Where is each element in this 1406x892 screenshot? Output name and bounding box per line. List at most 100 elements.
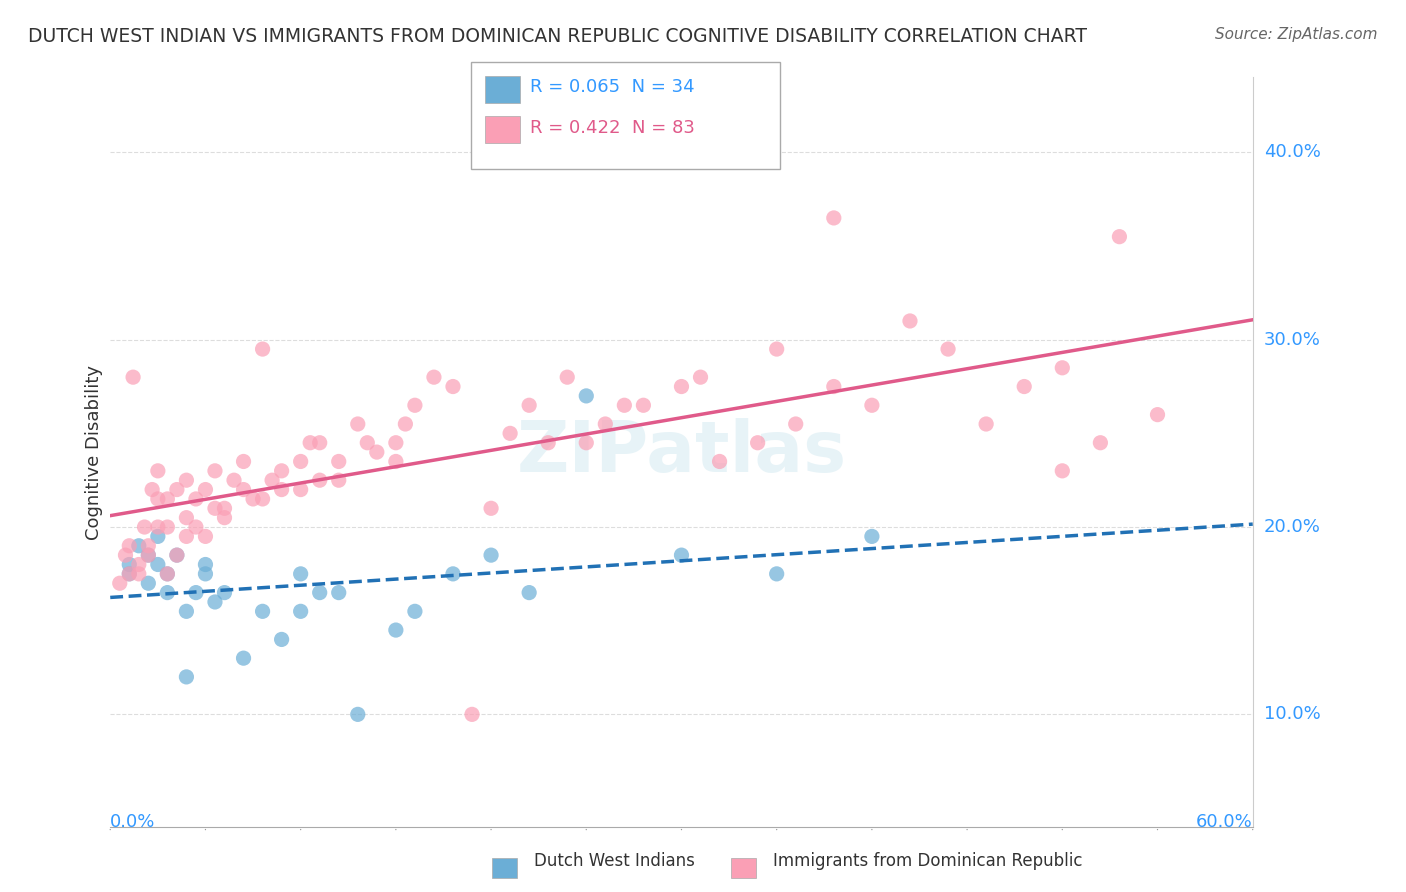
Point: [128, 558, 150, 572]
Point: [194, 529, 217, 543]
Point: [689, 370, 711, 384]
Point: [290, 566, 312, 581]
Point: [346, 707, 368, 722]
Point: [108, 576, 131, 591]
Point: [555, 370, 578, 384]
Point: [184, 520, 207, 534]
Point: [823, 211, 845, 225]
Point: [765, 342, 787, 356]
Point: [517, 398, 540, 412]
Point: [146, 491, 169, 506]
Point: [176, 510, 198, 524]
Point: [270, 632, 292, 647]
Point: [308, 585, 330, 599]
Point: [146, 464, 169, 478]
Point: [517, 585, 540, 599]
Text: R = 0.422  N = 83: R = 0.422 N = 83: [530, 119, 695, 136]
Point: [308, 473, 330, 487]
Point: [785, 417, 807, 431]
Point: [423, 370, 446, 384]
Point: [176, 473, 198, 487]
Point: [299, 435, 322, 450]
Point: [184, 491, 207, 506]
Point: [252, 342, 274, 356]
Point: [141, 483, 163, 497]
Point: [1012, 379, 1035, 393]
Point: [232, 651, 254, 665]
Point: [136, 576, 159, 591]
Text: ZIPatlas: ZIPatlas: [516, 417, 846, 487]
Point: [146, 529, 169, 543]
Text: 30.0%: 30.0%: [1264, 331, 1320, 349]
Point: [194, 558, 217, 572]
Point: [290, 604, 312, 618]
Point: [166, 483, 188, 497]
Point: [156, 585, 179, 599]
Point: [328, 454, 350, 468]
Point: [404, 398, 426, 412]
Point: [270, 483, 292, 497]
Text: Immigrants from Dominican Republic: Immigrants from Dominican Republic: [773, 852, 1083, 870]
Point: [184, 585, 207, 599]
Point: [194, 483, 217, 497]
Point: [308, 435, 330, 450]
Text: 20.0%: 20.0%: [1264, 518, 1320, 536]
Point: [936, 342, 959, 356]
Point: [613, 398, 636, 412]
Point: [166, 548, 188, 562]
Point: [214, 501, 236, 516]
Point: [252, 491, 274, 506]
Point: [176, 670, 198, 684]
Point: [385, 454, 408, 468]
Point: [441, 566, 464, 581]
Point: [860, 398, 883, 412]
Point: [346, 417, 368, 431]
Point: [204, 501, 226, 516]
Point: [118, 539, 141, 553]
Point: [328, 473, 350, 487]
Point: [156, 491, 179, 506]
Point: [479, 501, 502, 516]
Point: [146, 558, 169, 572]
Text: 0.0%: 0.0%: [110, 814, 156, 831]
Point: [134, 520, 156, 534]
Point: [671, 548, 693, 562]
Point: [461, 707, 484, 722]
Point: [537, 435, 560, 450]
Point: [156, 520, 179, 534]
Point: [128, 566, 150, 581]
Point: [328, 585, 350, 599]
Point: [765, 566, 787, 581]
Point: [252, 604, 274, 618]
Point: [479, 548, 502, 562]
Point: [290, 483, 312, 497]
Point: [898, 314, 921, 328]
Point: [404, 604, 426, 618]
Point: [262, 473, 284, 487]
Point: [176, 529, 198, 543]
Point: [1090, 435, 1112, 450]
Point: [118, 558, 141, 572]
Text: 60.0%: 60.0%: [1197, 814, 1253, 831]
Point: [118, 566, 141, 581]
Point: [214, 510, 236, 524]
Point: [1052, 360, 1074, 375]
Point: [146, 520, 169, 534]
Point: [204, 464, 226, 478]
Point: [385, 435, 408, 450]
Point: [118, 566, 141, 581]
Point: [232, 454, 254, 468]
Point: [136, 539, 159, 553]
Point: [122, 370, 145, 384]
Point: [204, 595, 226, 609]
Point: [128, 539, 150, 553]
Point: [166, 548, 188, 562]
Text: 40.0%: 40.0%: [1264, 144, 1320, 161]
Point: [156, 566, 179, 581]
Point: [176, 604, 198, 618]
Point: [595, 417, 617, 431]
Point: [242, 491, 264, 506]
Point: [499, 426, 522, 441]
Point: [633, 398, 655, 412]
Text: 10.0%: 10.0%: [1264, 706, 1320, 723]
